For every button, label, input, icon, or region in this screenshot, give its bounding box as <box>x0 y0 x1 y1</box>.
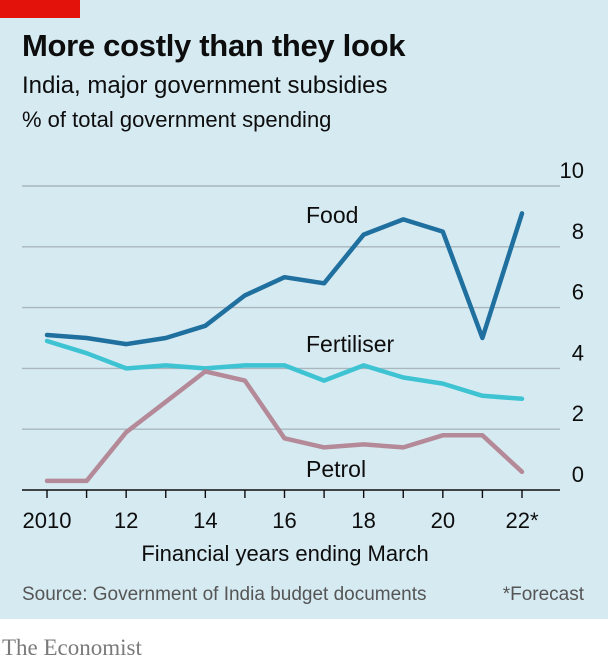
x-tick-label: 18 <box>351 508 375 533</box>
x-tick-label: 22* <box>505 508 538 533</box>
x-tick-label: 16 <box>272 508 296 533</box>
footer-strip <box>0 619 608 662</box>
series-line-petrol <box>44 369 525 484</box>
y-tick-label: 6 <box>572 280 584 305</box>
y-tick-label: 4 <box>572 340 584 365</box>
x-tick-label: 14 <box>193 508 217 533</box>
y-tick-label: 0 <box>572 462 584 487</box>
x-tick-label: 20 <box>431 508 455 533</box>
line-chart: 0 2 4 6 8 10 2010 12 14 16 18 20 22* Food Fertiliser Pe… <box>22 158 584 533</box>
source-note: Source: Government of India budget docum… <box>22 584 427 605</box>
x-tick-label: 12 <box>114 508 138 533</box>
forecast-footnote: *Forecast <box>502 584 584 605</box>
y-tick-label: 2 <box>572 401 584 426</box>
chart-subtitle: India, major government subsidies <box>22 72 388 99</box>
x-axis-label: Financial years ending March <box>141 541 429 566</box>
x-tick-label: 2010 <box>23 508 72 533</box>
brand-red-tag <box>0 0 80 18</box>
chart-units: % of total government spending <box>22 107 332 132</box>
series-line-food <box>44 211 525 347</box>
series-label-food: Food <box>306 202 358 228</box>
series-label-fertiliser: Fertiliser <box>306 331 395 357</box>
series-label-petrol: Petrol <box>306 456 366 482</box>
y-tick-label: 10 <box>560 158 584 183</box>
series-line-fertiliser <box>44 338 525 402</box>
brand-name: The Economist <box>2 635 142 660</box>
y-tick-label: 8 <box>572 219 584 244</box>
chart-title: More costly than they look <box>22 28 406 63</box>
